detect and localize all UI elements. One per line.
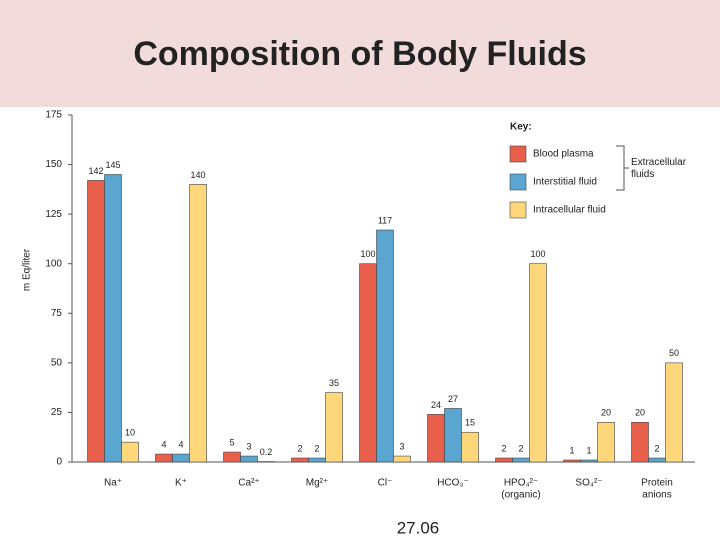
value-label: 20 bbox=[635, 408, 645, 418]
bar bbox=[427, 414, 445, 463]
bar bbox=[291, 457, 309, 463]
y-tick-label: 75 bbox=[51, 308, 63, 319]
legend-group-label: Extracellular fluids bbox=[631, 157, 687, 180]
value-label: 35 bbox=[329, 378, 339, 388]
y-tick-label: 100 bbox=[45, 258, 62, 269]
bar bbox=[121, 441, 139, 463]
bar bbox=[563, 459, 581, 463]
bar bbox=[155, 453, 173, 463]
value-label: 3 bbox=[246, 441, 251, 451]
bar bbox=[444, 408, 462, 463]
value-label: 2 bbox=[314, 443, 319, 453]
value-label: 4 bbox=[161, 439, 166, 449]
bar bbox=[512, 457, 530, 463]
x-tick-label: anions bbox=[642, 490, 671, 501]
x-tick-label: (organic) bbox=[501, 490, 540, 501]
bar bbox=[393, 455, 411, 463]
bar bbox=[87, 180, 105, 463]
bar bbox=[104, 174, 122, 463]
value-label: 142 bbox=[88, 166, 103, 176]
bar bbox=[529, 263, 547, 463]
bar bbox=[580, 459, 598, 463]
slide-title: Composition of Body Fluids bbox=[133, 35, 586, 73]
legend-label: Intracellular fluid bbox=[533, 205, 606, 216]
value-label: 100 bbox=[360, 249, 375, 259]
bar bbox=[223, 451, 241, 463]
bar bbox=[325, 392, 343, 463]
x-tick-label: Na⁺ bbox=[104, 478, 122, 489]
x-tick-label: Cl⁻ bbox=[378, 478, 393, 489]
bar bbox=[189, 184, 207, 463]
y-axis-label: m Eq/liter bbox=[22, 248, 33, 291]
bar bbox=[359, 263, 377, 463]
value-label: 24 bbox=[431, 400, 441, 410]
y-tick-label: 150 bbox=[45, 159, 62, 170]
bar bbox=[172, 453, 190, 463]
bar bbox=[240, 455, 258, 463]
legend-label: Interstitial fluid bbox=[533, 177, 597, 188]
y-tick-label: 25 bbox=[51, 407, 63, 418]
legend-title: Key: bbox=[510, 122, 532, 133]
x-tick-label: K⁺ bbox=[175, 478, 187, 489]
value-label: 20 bbox=[601, 408, 611, 418]
value-label: 4 bbox=[178, 439, 183, 449]
value-label: 100 bbox=[530, 249, 545, 259]
legend-bracket bbox=[616, 145, 629, 191]
legend-swatch bbox=[509, 145, 527, 163]
bar bbox=[665, 362, 683, 463]
y-tick-label: 50 bbox=[51, 357, 63, 368]
value-label: 15 bbox=[465, 418, 475, 428]
bar bbox=[495, 457, 513, 463]
bar bbox=[461, 431, 479, 463]
header-band bbox=[0, 0, 720, 107]
y-tick-label: 175 bbox=[45, 110, 62, 121]
legend-swatch bbox=[509, 201, 527, 219]
y-tick-label: 0 bbox=[56, 457, 62, 468]
value-label: 1 bbox=[586, 445, 591, 455]
value-label: 2 bbox=[518, 443, 523, 453]
legend-swatch bbox=[509, 173, 527, 191]
value-label: 27 bbox=[448, 394, 458, 404]
footer: 27.06 bbox=[397, 518, 440, 537]
bar bbox=[597, 422, 615, 463]
value-label: 10 bbox=[125, 428, 135, 438]
y-tick-label: 125 bbox=[45, 209, 62, 220]
value-label: 117 bbox=[378, 215, 392, 225]
value-label: 145 bbox=[105, 160, 120, 170]
bar bbox=[631, 422, 649, 463]
value-label: 3 bbox=[399, 441, 404, 451]
value-label: 2 bbox=[654, 443, 659, 453]
value-label: 0.2 bbox=[260, 447, 273, 457]
legend-label: Blood plasma bbox=[533, 149, 594, 160]
x-tick-label: Mg²⁺ bbox=[306, 478, 329, 489]
x-tick-label: HCO₃⁻ bbox=[437, 478, 469, 489]
bar bbox=[308, 457, 326, 463]
value-label: 2 bbox=[501, 443, 506, 453]
value-label: 50 bbox=[669, 348, 679, 358]
x-tick-label: Protein bbox=[641, 478, 673, 489]
x-tick-label: HPO₄²⁻ bbox=[504, 478, 538, 489]
x-tick-label: Ca²⁺ bbox=[238, 478, 259, 489]
value-label: 140 bbox=[190, 170, 205, 180]
bar bbox=[376, 229, 394, 463]
bar bbox=[648, 457, 666, 463]
value-label: 1 bbox=[569, 445, 574, 455]
x-tick-label: SO₄²⁻ bbox=[575, 478, 602, 489]
value-label: 5 bbox=[229, 437, 234, 447]
value-label: 2 bbox=[297, 443, 302, 453]
